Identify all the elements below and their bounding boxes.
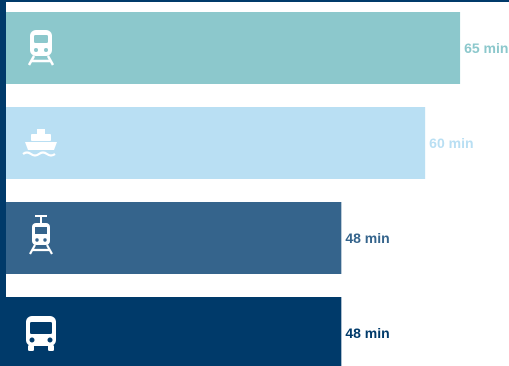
- bar-train: [6, 12, 461, 84]
- bar-light-rail: [6, 202, 342, 274]
- bar-ferry: [6, 107, 426, 179]
- bar-bus: [6, 297, 342, 366]
- value-label-train: 65 min: [464, 40, 508, 56]
- train-icon: [27, 30, 55, 66]
- light-rail-icon: [29, 215, 53, 255]
- ferry-icon: [22, 129, 57, 157]
- value-label-light-rail: 48 min: [345, 230, 389, 246]
- value-label-bus: 48 min: [345, 325, 389, 341]
- value-label-ferry: 60 min: [429, 135, 473, 151]
- bus-icon: [26, 316, 56, 351]
